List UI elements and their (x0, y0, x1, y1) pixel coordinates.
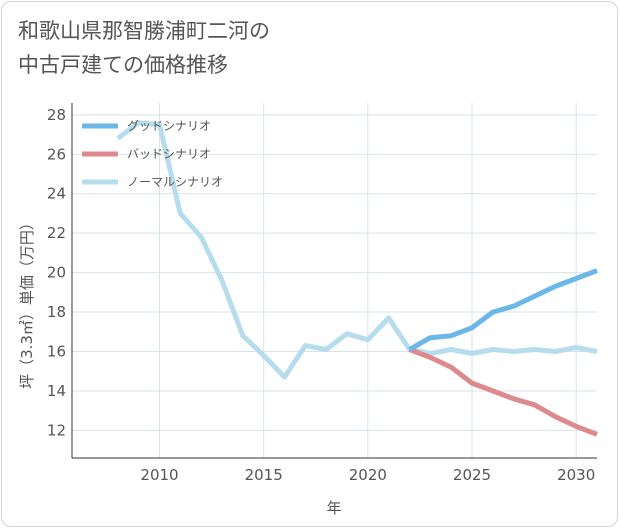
series-line-2 (408, 347, 598, 437)
x-tick-label: 2020 (349, 466, 387, 484)
series-lines (116, 120, 598, 437)
y-tick-label: 18 (47, 303, 66, 321)
y-tick-label: 22 (47, 224, 66, 242)
grid-lines (72, 103, 597, 458)
legend-label: バッドシナリオ (127, 147, 211, 161)
y-tick-label: 16 (47, 343, 66, 361)
y-tick-label: 14 (47, 382, 66, 400)
x-tick-label: 2010 (140, 466, 178, 484)
legend-label: ノーマルシナリオ (127, 175, 223, 189)
y-tick-label: 20 (47, 264, 66, 282)
axis-frame (71, 103, 597, 459)
chart-title: 和歌山県那智勝浦町二河の 中古戸建ての価格推移 (18, 14, 538, 82)
y-tick-label: 26 (47, 145, 66, 163)
y-axis-title: 坪（3.3㎡）単価（万円） (18, 215, 36, 389)
x-tick-label: 2025 (453, 466, 491, 484)
y-tick-labels: 12 14 16 18 20 22 24 26 28 (47, 106, 66, 440)
x-tick-label: 2015 (245, 466, 283, 484)
y-tick-label: 28 (47, 106, 66, 124)
x-tick-label: 2030 (557, 466, 595, 484)
chart-title-line-1: 和歌山県那智勝浦町二河の (18, 19, 270, 43)
series-line-3 (116, 120, 598, 380)
y-tick-label: 12 (47, 421, 66, 439)
x-tick-labels: 2010 2015 2020 2025 2030 (140, 466, 595, 484)
x-axis-title: 年 (326, 499, 341, 517)
chart-title-line-2: 中古戸建ての価格推移 (18, 53, 228, 77)
series-line-1 (408, 268, 598, 352)
legend-label: グッドシナリオ (127, 119, 211, 133)
y-tick-label: 24 (47, 185, 66, 203)
